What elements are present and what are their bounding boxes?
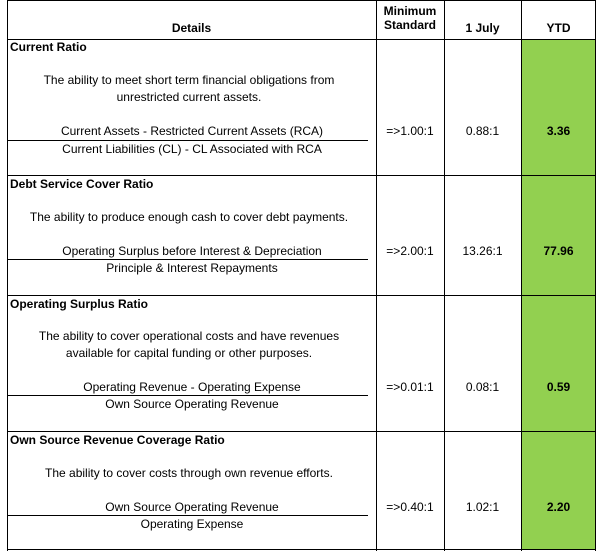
formula-numerator: Operating Revenue - Operating Expense <box>83 380 301 394</box>
header-divider <box>7 39 596 40</box>
header-minimum-line2: Standard <box>383 18 436 32</box>
table-border-left <box>7 0 8 551</box>
formula-denominator: Principle & Interest Repayments <box>106 261 278 275</box>
description-line: The ability to produce enough cash to co… <box>29 210 349 224</box>
formula-numerator: Own Source Operating Revenue <box>105 500 279 514</box>
row-divider <box>7 175 596 176</box>
ytd-value: 0.59 <box>546 380 571 394</box>
header-minimum-standard: Minimum Standard <box>376 4 444 32</box>
formula-numerator: Operating Surplus before Interest & Depr… <box>62 244 322 258</box>
july-value: 13.26:1 <box>462 244 503 258</box>
section-title-own-source-revenue-coverage-ratio: Own Source Revenue Coverage Ratio <box>10 433 225 447</box>
formula-divider <box>7 259 368 260</box>
column-divider <box>521 0 522 551</box>
july-value: 0.08:1 <box>465 380 500 394</box>
minimum-standard-value: =>0.01:1 <box>386 380 434 394</box>
minimum-standard-value: =>2.00:1 <box>386 244 434 258</box>
section-description: The ability to produce enough cash to co… <box>8 209 370 226</box>
july-value: 0.88:1 <box>465 124 500 138</box>
header-1-july: 1 July <box>465 21 500 35</box>
description-line: The ability to cover costs through own r… <box>45 466 333 480</box>
table-border-bottom <box>7 549 596 550</box>
formula-divider <box>7 395 368 396</box>
minimum-standard-value: =>0.40:1 <box>386 500 434 514</box>
table-border-top <box>7 0 596 1</box>
minimum-standard-value: =>1.00:1 <box>386 124 434 138</box>
section-description: The ability to cover costs through own r… <box>8 465 370 482</box>
formula-denominator: Own Source Operating Revenue <box>105 397 279 411</box>
section-title-current-ratio: Current Ratio <box>10 40 87 54</box>
header-ytd: YTD <box>546 21 571 35</box>
description-line: available for capital funding or other p… <box>65 346 313 360</box>
formula-denominator: Operating Expense <box>140 517 244 531</box>
ytd-value: 3.36 <box>546 124 571 138</box>
section-description: The ability to cover operational costs a… <box>8 328 370 362</box>
header-details: Details <box>171 21 212 35</box>
row-divider <box>7 295 596 296</box>
section-title-debt-service-cover-ratio: Debt Service Cover Ratio <box>10 177 154 191</box>
formula-divider <box>7 140 368 141</box>
header-minimum-line1: Minimum <box>383 4 437 18</box>
description-line: The ability to cover operational costs a… <box>38 329 340 343</box>
formula-divider <box>7 515 368 516</box>
section-title-operating-surplus-ratio: Operating Surplus Ratio <box>10 297 149 311</box>
formula-denominator: Current Liabilities (CL) - CL Associated… <box>62 142 322 156</box>
column-divider <box>444 0 445 551</box>
formula-numerator: Current Assets - Restricted Current Asse… <box>60 124 324 138</box>
ytd-column-fill <box>521 40 596 549</box>
ytd-value: 77.96 <box>543 244 574 258</box>
ytd-value: 2.20 <box>546 500 571 514</box>
description-line: The ability to meet short term financial… <box>43 73 335 87</box>
description-line: unrestricted current assets. <box>116 90 262 104</box>
section-description: The ability to meet short term financial… <box>8 72 370 106</box>
july-value: 1.02:1 <box>465 500 500 514</box>
column-divider <box>376 0 377 551</box>
row-divider <box>7 431 596 432</box>
